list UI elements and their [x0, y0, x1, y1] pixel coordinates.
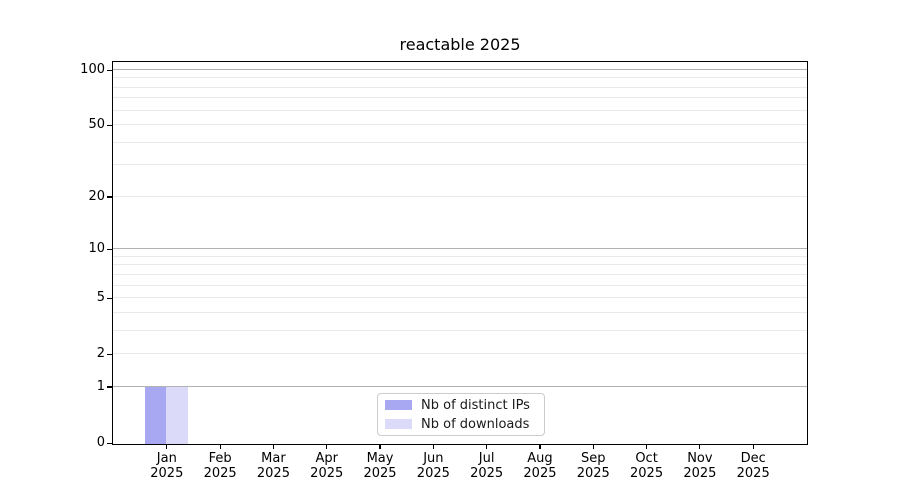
y-tick-label-20: 20: [88, 188, 105, 204]
x-tick-label-mar-2025: Mar 2025: [256, 450, 290, 482]
y-tick-10: [107, 248, 112, 250]
x-tick-nov-2025: [699, 444, 701, 449]
y-tick-100: [107, 69, 112, 71]
x-tick-oct-2025: [645, 444, 648, 449]
y-tick-50: [107, 124, 112, 126]
y-tick-20: [107, 196, 112, 198]
minor-gridline-2: [113, 353, 807, 355]
y-tick-1: [107, 386, 112, 388]
x-tick-label-jul-2025: Jul 2025: [470, 450, 504, 482]
y-tick-label-50: 50: [88, 117, 105, 133]
x-tick-label-sep-2025: Sep 2025: [576, 450, 610, 482]
minor-gridline-3: [113, 329, 807, 331]
major-gridline-10: [113, 248, 807, 250]
x-tick-label-nov-2025: Nov 2025: [683, 450, 717, 482]
legend-item-distinct-ips: Nb of distinct IPs: [385, 397, 544, 413]
bar-jan-2025-series0: [144, 387, 167, 444]
x-tick-sep-2025: [592, 444, 594, 449]
minor-gridline-50: [113, 124, 807, 126]
x-tick-label-may-2025: May 2025: [363, 450, 397, 482]
minor-gridline-6: [113, 284, 807, 286]
minor-gridline-20: [113, 195, 807, 197]
y-tick-label-100: 100: [80, 62, 105, 77]
minor-gridline-8: [113, 264, 807, 266]
y-tick-5: [107, 297, 112, 299]
plot-area: [112, 60, 808, 445]
x-tick-jul-2025: [486, 444, 488, 449]
legend-label-distinct-ips: Nb of distinct IPs: [421, 397, 530, 413]
minor-gridline-80: [113, 86, 807, 88]
major-gridline-1: [113, 385, 807, 387]
x-tick-label-aug-2025: Aug 2025: [523, 450, 557, 482]
y-tick-2: [107, 353, 112, 355]
y-tick-label-1: 1: [96, 378, 105, 394]
x-tick-label-oct-2025: Oct 2025: [630, 450, 664, 482]
minor-gridline-60: [113, 109, 807, 111]
minor-gridline-7: [113, 273, 807, 275]
x-tick-apr-2025: [326, 444, 328, 449]
y-tick-label-5: 5: [96, 290, 105, 306]
x-tick-jun-2025: [432, 444, 434, 449]
minor-gridline-90: [113, 77, 807, 79]
minor-gridline-9: [113, 255, 807, 257]
y-tick-label-0: 0: [96, 435, 105, 450]
x-tick-label-dec-2025: Dec 2025: [736, 450, 770, 482]
minor-gridline-4: [113, 311, 807, 313]
legend-item-downloads: Nb of downloads: [385, 416, 544, 432]
x-tick-jan-2025: [166, 444, 168, 449]
chart-title: reactable 2025: [399, 35, 521, 54]
x-tick-label-feb-2025: Feb 2025: [203, 450, 237, 482]
downloads-swatch: [385, 419, 412, 429]
y-tick-0: [107, 442, 112, 444]
legend: Nb of distinct IPs Nb of downloads: [377, 393, 545, 436]
x-tick-dec-2025: [752, 444, 754, 449]
x-tick-aug-2025: [539, 444, 541, 449]
minor-gridline-40: [113, 141, 807, 143]
minor-gridline-5: [113, 297, 807, 299]
x-tick-label-jun-2025: Jun 2025: [416, 450, 450, 482]
major-gridline-100: [113, 69, 807, 70]
distinct-ips-swatch: [385, 400, 412, 410]
x-tick-label-jan-2025: Jan 2025: [150, 450, 184, 482]
x-tick-label-apr-2025: Apr 2025: [310, 450, 344, 482]
x-tick-mar-2025: [272, 444, 274, 449]
y-tick-label-10: 10: [88, 241, 105, 257]
minor-gridline-30: [113, 164, 807, 166]
bar-jan-2025-series1: [166, 387, 188, 444]
legend-label-downloads: Nb of downloads: [421, 416, 530, 432]
minor-gridline-70: [113, 97, 807, 99]
x-tick-may-2025: [379, 444, 381, 449]
x-tick-feb-2025: [219, 444, 221, 449]
y-tick-label-2: 2: [96, 346, 105, 362]
